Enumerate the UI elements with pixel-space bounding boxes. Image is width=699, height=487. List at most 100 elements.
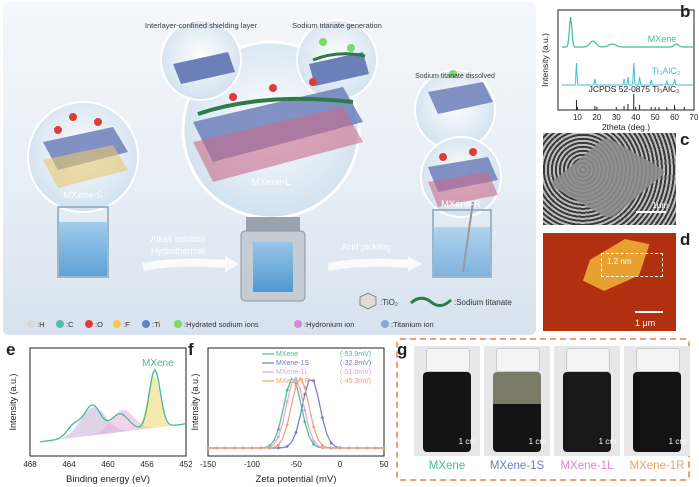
zeta-point-3 [233, 446, 236, 450]
zeta-xtick-1: -100 [244, 460, 261, 469]
zeta-point-3 [365, 446, 368, 450]
zeta-point-3 [373, 446, 377, 450]
zeta-ylabel: Intensity (a.u.) [190, 373, 200, 430]
legend-titanium-ion: :Titanium ion [391, 320, 434, 329]
afm-image: 1.2 nm 1 μm [543, 233, 676, 331]
zeta-legend-value-3: (-45.3mV) [340, 378, 371, 385]
zeta-point-1 [294, 431, 298, 434]
xps-ylabel: Intensity (a.u.) [8, 373, 18, 430]
schematic-svg: Interlayer-confined shielding layer Sodi… [27, 19, 512, 329]
zeta-point-3 [268, 446, 271, 450]
xrd-xtick-6: 70 [690, 113, 698, 122]
zeta-point-3 [329, 446, 333, 450]
xps-xlabel: Binding energy (eV) [66, 474, 150, 485]
sem-scale-label: 1μm [652, 201, 668, 210]
zeta-point-0 [303, 420, 307, 424]
afm-profile-box [601, 253, 663, 277]
label-confined: Interlayer-confined shielding layer [145, 21, 258, 30]
xrd-series-ti3alc2 [561, 62, 694, 86]
zeta-point-3 [294, 384, 298, 387]
xps-component-3 [39, 409, 186, 442]
zeta-chart: MXene (-53.9mV) MXene-1S (-32.8mV) MXene-1L (… [190, 347, 389, 485]
zeta-point-3 [285, 423, 289, 427]
label-mxene-l: MXene-L [252, 177, 291, 188]
zeta-point-1 [277, 446, 280, 450]
arrow-acid [327, 258, 409, 271]
afm-scale-label: 1 μm [635, 318, 656, 328]
xrd-ticks: 10 20 30 40 50 60 70 [573, 107, 698, 122]
arrow1-line2: Hydrothermal [151, 246, 205, 256]
xps-xtick-4: 452 [179, 460, 192, 469]
panel-label-g: g [397, 340, 408, 359]
vial-label-mxene-1r: MXene-1R [629, 460, 685, 472]
xrd-xtick-0: 10 [573, 113, 582, 122]
mxene-layers-left [43, 127, 128, 188]
zeta-point-2 [285, 400, 289, 404]
zeta-point-2 [294, 377, 298, 380]
label-mxene-s: MXene-S [63, 190, 103, 201]
afm-height-label: 1.2 nm [607, 257, 632, 266]
zeta-point-3 [206, 446, 210, 450]
zeta-point-1 [285, 445, 289, 448]
panel-label-f: f [188, 340, 194, 359]
legend-hydrated-sodium: :Hydrated sodium ions [184, 320, 259, 329]
zeta-legend-value-1: (-32.8mV) [340, 360, 371, 367]
panel-label-d: d [680, 230, 691, 249]
zeta-legend-name-1: MXene-1S [276, 360, 309, 367]
zeta-point-3 [250, 446, 254, 450]
xps-legend: MXene [142, 358, 174, 369]
afm-scale-bar [635, 311, 663, 313]
xps-component-1 [39, 407, 186, 442]
vial-mxene-1s: 1 cm [484, 346, 550, 456]
zeta-xtick-4: 50 [380, 460, 389, 469]
xps-ticks: 468 464 460 456 452 [23, 460, 192, 469]
zeta-line-0 [208, 377, 384, 449]
xps-xtick-0: 468 [23, 460, 37, 469]
legend-f: :F [123, 320, 130, 329]
xrd-series-mxene [561, 16, 694, 48]
zeta-legend-value-0: (-53.9mV) [340, 351, 371, 358]
vial-scale-4: 1 cm [668, 437, 686, 446]
panel-label-b: b [680, 2, 691, 21]
zeta-legend: MXene (-53.9mV) MXene-1S (-32.8mV) MXene-1L (… [262, 351, 371, 385]
zeta-series [206, 376, 386, 450]
xps-chart: MXene 468 464 460 456 452 Binding energy (eV… [8, 347, 192, 485]
zeta-point-3 [356, 446, 359, 450]
arrow1-line1: Alkali solution [150, 234, 205, 244]
xps-xtick-3: 456 [140, 460, 154, 469]
beaker-right [432, 201, 492, 278]
label-generation: Sodium titanate generation [292, 21, 382, 30]
mxene-layers-right [428, 82, 498, 207]
zeta-ticks: -150 -100 -50 0 50 [200, 460, 389, 469]
zeta-point-2 [312, 439, 315, 442]
sem-flake [549, 136, 667, 220]
legend-c: :C [66, 320, 74, 329]
xrd-xtick-5: 60 [670, 113, 679, 122]
vials-panel: 1 cm 1 cm 1 cm 1 cm MXene MXene-1S MXene… [396, 338, 690, 481]
zeta-point-0 [285, 388, 289, 392]
zeta-point-3 [215, 446, 219, 450]
arrow2-label: Acid pickling [341, 242, 391, 252]
zeta-point-3 [312, 425, 315, 429]
beaker-left [57, 206, 109, 278]
xps-frame [29, 347, 187, 457]
vial-scale-1: 1 cm [458, 437, 476, 446]
xrd-xtick-2: 30 [612, 113, 621, 122]
panel-label-c: c [680, 130, 690, 149]
zeta-point-1 [312, 379, 315, 383]
zeta-point-2 [303, 408, 307, 412]
xps-xtick-1: 464 [62, 460, 76, 469]
schematic-panel: Interlayer-confined shielding layer Sodi… [3, 2, 536, 335]
zeta-line-2 [208, 377, 384, 449]
xrd-series-jcpds [575, 94, 685, 110]
legend-h: :H [37, 320, 45, 329]
vial-scale-3: 1 cm [598, 437, 616, 446]
vial-label-mxene-1l: MXene-1L [560, 460, 614, 472]
autoclave [240, 217, 306, 302]
zeta-point-3 [259, 446, 263, 450]
zeta-point-1 [329, 441, 333, 445]
vial-scale-2: 1 cm [528, 437, 546, 446]
zeta-point-3 [277, 443, 280, 447]
vial-label-mxene-1s: MXene-1S [489, 460, 545, 472]
zeta-point-2 [321, 446, 324, 449]
